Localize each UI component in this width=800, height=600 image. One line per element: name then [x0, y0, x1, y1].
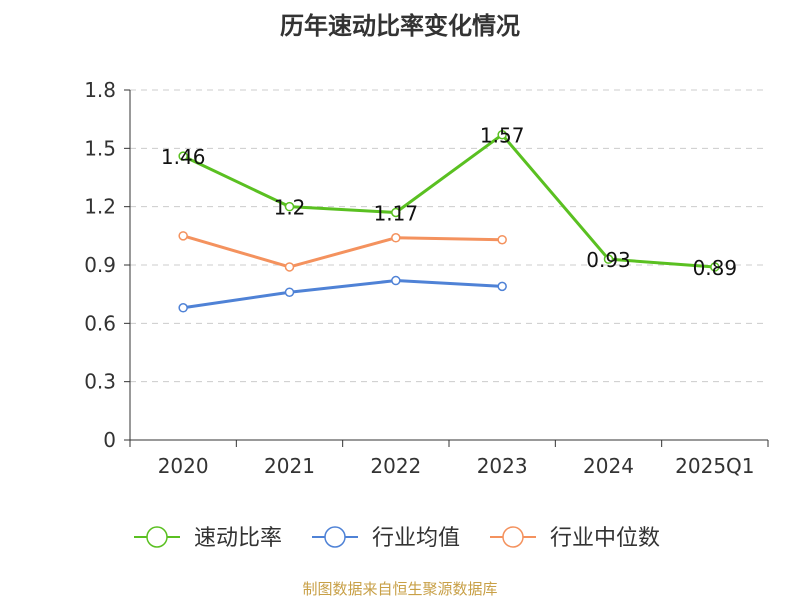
- data-label-5: 0.89: [693, 256, 738, 280]
- series-1-point-1: [284, 287, 295, 297]
- series-line-2: [182, 234, 503, 269]
- legend-marker-0: [146, 526, 168, 548]
- series-0-point-5: [710, 262, 720, 272]
- series-1-point-3: [497, 281, 507, 292]
- series-2-point-3: [497, 234, 507, 245]
- data-label-3: 1.57: [480, 124, 525, 148]
- x-tick-label-5: 2025Q1: [675, 454, 754, 478]
- data-label-0: 1.46: [161, 145, 206, 169]
- y-tick-label-6: 1.8: [84, 78, 116, 102]
- series-0-point-4: [603, 254, 614, 264]
- series-line-1: [182, 279, 503, 310]
- y-tick-label-3: 0.9: [84, 253, 116, 277]
- x-tick-label-0: 2020: [158, 454, 209, 478]
- x-tick-label-1: 2021: [264, 454, 315, 478]
- legend-label-2: 行业中位数: [550, 526, 660, 551]
- data-label-2: 1.17: [374, 202, 419, 226]
- x-tick-label-2: 2022: [370, 454, 421, 478]
- legend-item-1[interactable]: 行业均值: [312, 526, 460, 551]
- data-label-1: 1.2: [274, 196, 306, 220]
- series-line-0: [182, 133, 715, 269]
- series-0-point-2: [391, 207, 401, 218]
- series-2-point-0: [178, 231, 188, 241]
- legend[interactable]: 速动比率 行业均值 行业中位数: [134, 526, 660, 551]
- series-0-point-1: [284, 201, 295, 212]
- x-tick-label-4: 2024: [583, 454, 634, 478]
- chart-title: 历年速动比率变化情况: [280, 12, 520, 40]
- series-1-point-2: [391, 275, 401, 286]
- source-note: 制图数据来自恒生聚源数据库: [302, 580, 498, 598]
- series-1-point-0: [178, 303, 188, 313]
- series: [178, 129, 720, 313]
- y-tick-label-4: 1.2: [84, 195, 116, 219]
- grid-lines: [130, 89, 768, 383]
- legend-item-2[interactable]: 行业中位数: [490, 526, 660, 551]
- y-tick-label-5: 1.5: [84, 136, 116, 160]
- legend-label-1: 行业均值: [372, 526, 460, 551]
- legend-item-0[interactable]: 速动比率: [134, 526, 282, 551]
- legend-label-0: 速动比率: [194, 526, 282, 551]
- series-2-point-1: [284, 262, 295, 272]
- series-2-point-2: [391, 233, 401, 243]
- y-tick-label-2: 0.6: [84, 311, 116, 335]
- legend-marker-1: [324, 526, 346, 548]
- series-0-point-0: [178, 151, 188, 161]
- x-tick-label-3: 2023: [477, 454, 528, 478]
- data-labels: 1.46 1.2 1.17 1.57 0.93 0.89: [161, 124, 737, 280]
- axes: 0 0.3 0.6 0.9 1.2 1.5 1.8 2020 2021 2022 2023 2024 2…: [84, 78, 769, 478]
- series-0-point-3: [497, 129, 507, 140]
- y-tick-label-1: 0.3: [84, 370, 116, 394]
- y-tick-label-0: 0: [103, 428, 116, 452]
- legend-marker-2: [502, 526, 524, 548]
- data-label-4: 0.93: [586, 248, 631, 272]
